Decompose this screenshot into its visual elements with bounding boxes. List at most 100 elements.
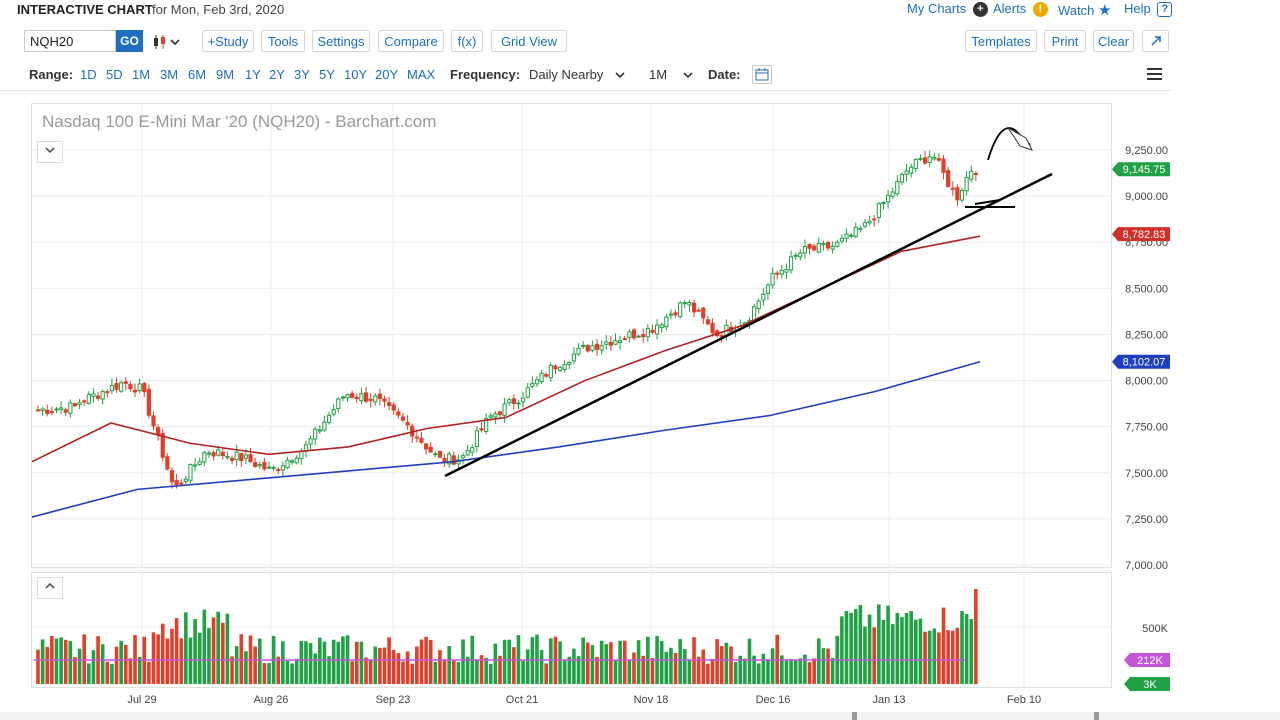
candle-body [936, 158, 941, 161]
trendline-annotation [444, 172, 1053, 478]
volume-bar [525, 649, 530, 684]
my-charts-link[interactable]: My Charts + [907, 1, 988, 18]
volume-bar [331, 639, 336, 684]
candle-body [756, 300, 761, 309]
menu-icon[interactable] [1147, 68, 1162, 83]
volume-bar [156, 634, 160, 684]
volume-bar [803, 654, 807, 684]
compare-button[interactable]: Compare [378, 30, 444, 52]
candle-body [156, 427, 161, 436]
settings-button[interactable]: Settings [312, 30, 370, 52]
candle-body [229, 457, 235, 461]
timeline-scrollbar[interactable] [0, 712, 1280, 720]
candle-body [63, 409, 68, 413]
function-button[interactable]: f(x) [451, 30, 483, 52]
volume-panel[interactable] [31, 572, 1112, 688]
volume-bar [77, 648, 82, 684]
range-3m[interactable]: 3M [160, 67, 179, 82]
alerts-link[interactable]: Alerts ! [993, 1, 1048, 18]
volume-bar [914, 619, 918, 684]
grid-view-button[interactable]: Grid View [491, 30, 567, 52]
chart-type-select[interactable] [152, 33, 182, 51]
volume-bar [373, 646, 378, 684]
range-5d[interactable]: 5D [106, 67, 123, 82]
range-20y[interactable]: 20Y [375, 67, 399, 82]
volume-bar [627, 659, 632, 684]
scroll-handle-left[interactable] [852, 712, 857, 720]
volume-bar [650, 658, 655, 684]
candle-body [470, 447, 475, 453]
volume-bar [729, 646, 733, 684]
volume-bar [858, 604, 863, 684]
price-tick-label: 8,250.00 [1125, 329, 1168, 341]
date-tick-label: Feb 10 [1007, 694, 1041, 706]
candle-body [253, 462, 258, 467]
candle-body [691, 302, 697, 313]
go-button[interactable]: GO [116, 30, 143, 52]
templates-button[interactable]: Templates [965, 30, 1037, 52]
volume-bar [780, 655, 784, 684]
candle-body [216, 449, 221, 456]
candle-body [816, 242, 821, 253]
date-tick-label: Dec 16 [756, 694, 791, 706]
volume-bar [119, 640, 123, 684]
range-6m[interactable]: 6M [188, 67, 207, 82]
candle-body [507, 399, 512, 404]
collapse-price-button[interactable] [37, 141, 63, 163]
clear-button[interactable]: Clear [1093, 30, 1134, 52]
candle-body [807, 243, 812, 249]
watch-link[interactable]: Watch ★ [1058, 1, 1111, 19]
candle-body [553, 365, 558, 370]
period-select[interactable]: 1M [649, 67, 693, 82]
candle-body [853, 226, 858, 237]
candle-body [146, 388, 151, 416]
volume-bar [724, 642, 729, 684]
candle-body [798, 252, 803, 258]
volume-bar [364, 657, 368, 684]
expand-icon[interactable] [1142, 30, 1169, 52]
volume-bar [669, 647, 673, 684]
range-max[interactable]: MAX [407, 67, 436, 82]
range-3y[interactable]: 3Y [294, 67, 310, 82]
range-1d[interactable]: 1D [80, 67, 97, 82]
help-link[interactable]: Help ? [1124, 1, 1173, 18]
range-5y[interactable]: 5Y [319, 67, 335, 82]
tools-button[interactable]: Tools [261, 30, 305, 52]
volume-bar [197, 632, 202, 684]
range-10y[interactable]: 10Y [344, 67, 368, 82]
date-picker[interactable] [752, 65, 772, 84]
range-2y[interactable]: 2Y [269, 67, 285, 82]
candle-body [964, 177, 969, 192]
frequency-select[interactable]: Daily Nearby [529, 67, 625, 82]
candle-body [775, 272, 780, 275]
volume-bar [230, 656, 234, 684]
price-badge [1112, 354, 1170, 369]
collapse-volume-button[interactable] [37, 577, 63, 599]
candle-body [266, 466, 272, 469]
print-button[interactable]: Print [1044, 30, 1086, 52]
range-9m[interactable]: 9M [216, 67, 235, 82]
price-panel[interactable] [31, 103, 1112, 568]
symbol-input[interactable] [24, 30, 116, 52]
candle-body [119, 382, 124, 392]
volume-bar [91, 650, 96, 684]
chevron-down-icon [45, 147, 55, 154]
candle-body [613, 340, 618, 345]
volume-bar [710, 658, 715, 684]
support-annotation [965, 199, 1015, 208]
candle-body [234, 451, 239, 461]
volume-bar [950, 630, 955, 684]
candle-body [322, 421, 327, 431]
candle-body [192, 464, 198, 467]
range-1m[interactable]: 1M [132, 67, 151, 82]
volume-bar [761, 653, 766, 684]
candle-body [682, 302, 687, 305]
candle-body [225, 455, 230, 459]
volume-bar [281, 641, 285, 684]
range-1y[interactable]: 1Y [245, 67, 261, 82]
scroll-handle-right[interactable] [1094, 712, 1099, 720]
add-study-button[interactable]: +Study [202, 30, 254, 52]
volume-bar [484, 657, 488, 684]
volume-bar [114, 646, 119, 684]
